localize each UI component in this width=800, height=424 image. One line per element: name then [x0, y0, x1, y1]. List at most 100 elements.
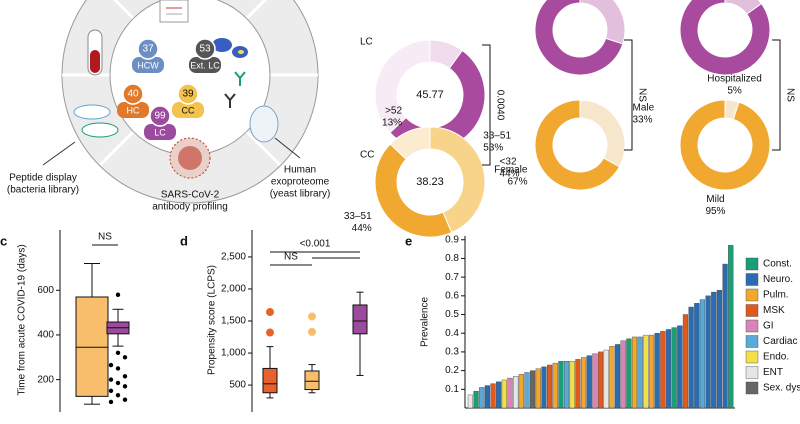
- comparison-bracket: [482, 44, 491, 166]
- bar: [535, 368, 541, 409]
- group-label: HCW: [137, 60, 159, 70]
- donut-slice: [429, 126, 486, 234]
- outlier: [108, 388, 114, 393]
- panel-letter: d: [180, 233, 188, 248]
- bar: [490, 383, 496, 409]
- y-tick-label: 0.2: [445, 365, 459, 376]
- donut-hole: [553, 3, 607, 57]
- slice-value-label: 44%: [500, 168, 520, 179]
- assay-label: Peptide display: [9, 173, 77, 184]
- y-tick-label: 2,000: [221, 284, 246, 295]
- slice-category: Hospitalized: [707, 73, 761, 84]
- group-head: [137, 38, 159, 60]
- y-tick-label: 1,500: [221, 316, 246, 327]
- y-tick-label: 0.8: [445, 253, 459, 264]
- outlier: [308, 312, 316, 321]
- legend-label: Pulm.: [763, 290, 789, 301]
- bar: [580, 357, 587, 409]
- donut-slice: [679, 99, 771, 191]
- slice-category: Mild: [706, 194, 724, 205]
- outlier: [122, 397, 128, 402]
- donut-slice: [534, 99, 621, 191]
- bar: [620, 340, 626, 409]
- donut-hole: [698, 118, 752, 172]
- legend-swatch: [745, 366, 759, 379]
- outlier: [122, 355, 128, 360]
- report-icon: [159, 0, 189, 23]
- slice-value-label: 95%: [705, 206, 725, 217]
- slice-category: 33–51: [483, 131, 511, 142]
- box: [304, 370, 320, 391]
- bar: [609, 346, 615, 409]
- bar: [694, 303, 700, 409]
- tube-blood: [90, 50, 100, 73]
- cytometry-blob: [212, 38, 232, 52]
- bar: [648, 334, 655, 409]
- outlier: [266, 308, 274, 317]
- comparison-label: NS: [784, 88, 795, 102]
- donut-slice: [679, 0, 771, 76]
- bar: [677, 325, 683, 409]
- bar: [473, 390, 479, 409]
- y-tick-label: 2,500: [221, 252, 246, 263]
- assay-label: (bacteria library): [7, 185, 79, 196]
- bar: [631, 336, 638, 409]
- bar: [592, 353, 598, 409]
- bar: [575, 359, 581, 409]
- outlier: [115, 393, 121, 398]
- legend-label: MSK: [763, 305, 785, 316]
- group-head: [122, 83, 144, 105]
- bar: [541, 366, 547, 409]
- assay-labels: Peptide display(bacteria library) SARS-Co…: [7, 165, 330, 213]
- box: [352, 304, 368, 335]
- slice-value-label: 44%: [352, 223, 372, 234]
- bacteria-icon: [81, 122, 119, 138]
- y-tick-label: 0.3: [445, 347, 459, 358]
- outlier: [108, 399, 114, 405]
- comparison-label: NS: [636, 88, 647, 102]
- donut-center: 38.23: [416, 176, 444, 188]
- group-label: Ext. LC: [190, 60, 220, 70]
- legend-label: Neuro.: [763, 274, 793, 285]
- donut-hole: [553, 118, 607, 172]
- y-axis-label: Time from acute COVID-19 (days): [17, 244, 28, 395]
- bar: [569, 361, 575, 409]
- row-label: CC: [360, 150, 374, 161]
- y-tick-label: 400: [37, 330, 54, 341]
- outlier: [122, 384, 128, 389]
- panel-letter: c: [0, 233, 7, 248]
- y-tick-label: 1,000: [221, 348, 246, 359]
- outlier: [115, 366, 121, 371]
- group-count: 53: [199, 44, 211, 55]
- outlier: [108, 362, 114, 368]
- callout-line: [274, 137, 301, 159]
- bar: [513, 376, 519, 409]
- donut-hole: [397, 62, 463, 128]
- legend-swatch: [745, 304, 759, 317]
- bar: [507, 377, 513, 409]
- slice-value-label: 33%: [633, 115, 653, 126]
- inner-circle: [109, 0, 271, 156]
- y-tick-label: 500: [229, 380, 246, 391]
- bar: [660, 331, 666, 409]
- group-body: [117, 102, 149, 118]
- legend-label: GI: [763, 321, 774, 332]
- bar: [467, 394, 474, 409]
- legend-label: Const.: [763, 259, 792, 270]
- group-label: CC: [182, 105, 195, 115]
- donut-hole: [698, 3, 752, 57]
- bar: [654, 333, 660, 409]
- bar: [671, 327, 677, 409]
- bar: [558, 361, 564, 409]
- bar: [637, 336, 643, 409]
- group-count: 37: [142, 44, 154, 55]
- assay-label: exoproteome: [271, 177, 330, 188]
- donut-slice: [374, 39, 431, 134]
- bar: [728, 245, 734, 409]
- assay-label: (yeast library): [270, 189, 331, 200]
- outlier: [266, 328, 274, 337]
- significance-label: NS: [98, 232, 112, 243]
- bar: [479, 387, 485, 409]
- group-count: 99: [154, 111, 166, 122]
- group-body: [172, 102, 204, 118]
